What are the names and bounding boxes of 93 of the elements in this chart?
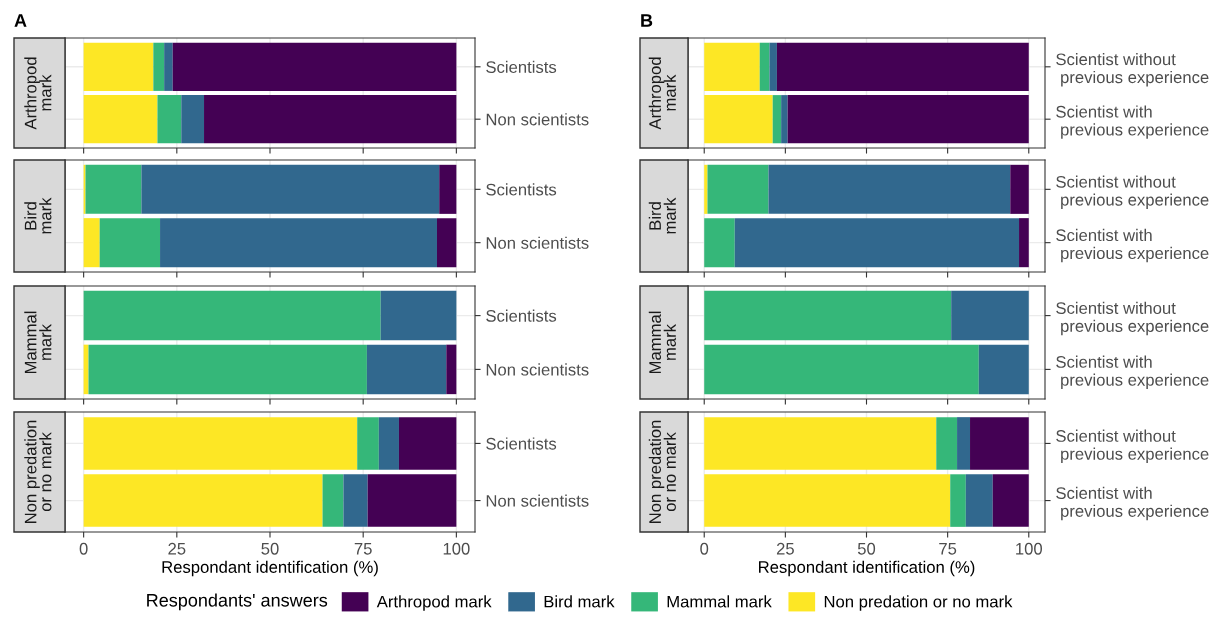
y-tick-label: Non scientists — [486, 113, 589, 126]
bar — [436, 218, 457, 268]
chart-title: A — [14, 14, 27, 27]
y-tick-label: Non scientists — [486, 363, 589, 376]
bar — [398, 417, 457, 470]
bar — [1010, 164, 1029, 214]
y-tick-label: Scientists — [486, 437, 557, 450]
y-axis-title: Mammal mark — [648, 311, 676, 374]
bar — [83, 218, 100, 268]
bar — [181, 95, 205, 144]
bar — [343, 474, 368, 527]
x-tick-label: 25 — [776, 542, 794, 555]
x-tick-label: 50 — [857, 542, 876, 555]
y-tick-label: Scientist with previous experience — [1056, 486, 1209, 521]
bar — [787, 95, 1029, 144]
y-axis-title: Non predation or no mark — [648, 420, 676, 523]
bar — [380, 290, 457, 341]
x-tick-label: 50 — [261, 542, 279, 555]
y-tick-label: Scientist with previous experience — [1056, 105, 1209, 139]
y-tick-label: Scientist with previous experience — [1056, 355, 1209, 390]
y-axis-title: Non predation or no mark — [24, 420, 52, 523]
bar — [957, 417, 971, 470]
bar — [704, 95, 773, 144]
y-tick-label: Non scientists — [486, 236, 589, 249]
bar — [704, 417, 937, 470]
bar — [164, 42, 173, 91]
bar — [153, 42, 165, 91]
y-tick-label: Scientist without previous experience — [1056, 175, 1209, 210]
legend-label: Arthropod mark — [376, 595, 492, 611]
bar — [769, 42, 777, 91]
bar — [704, 218, 735, 268]
x-tick-label: 0 — [79, 542, 88, 555]
bar — [704, 474, 951, 527]
bar — [83, 42, 154, 91]
legend-label: Bird mark — [544, 595, 615, 608]
bar — [936, 417, 958, 470]
bar — [99, 218, 161, 268]
bar — [367, 474, 457, 527]
bar — [776, 42, 1029, 91]
x-tick-label: 100 — [1016, 542, 1043, 555]
bar — [759, 42, 770, 91]
bar — [970, 417, 1029, 470]
bar — [83, 290, 381, 341]
bar — [704, 164, 708, 214]
bar — [322, 474, 344, 527]
x-tick-label: 100 — [443, 542, 470, 555]
bar — [204, 95, 457, 144]
y-axis-title: Bird mark — [24, 197, 52, 234]
y-tick-label: Scientists — [486, 309, 557, 322]
x-axis-title: Respondant identification (%) — [759, 560, 975, 577]
bar — [950, 474, 966, 527]
bar — [772, 95, 782, 144]
y-tick-label: Scientist without previous experience — [1056, 429, 1209, 464]
chart-title: B — [641, 14, 653, 27]
y-tick-label: Scientist with previous experience — [1056, 228, 1209, 263]
bar — [172, 42, 457, 91]
bar — [992, 474, 1029, 527]
x-tick-label: 75 — [939, 543, 957, 555]
y-axis-title: Bird mark — [648, 197, 676, 234]
bar — [781, 95, 788, 144]
bar — [88, 344, 367, 395]
bar — [157, 95, 182, 144]
bar — [439, 164, 457, 214]
x-tick-label: 0 — [700, 542, 709, 555]
bar — [366, 344, 447, 395]
bar — [357, 417, 379, 470]
bar — [141, 164, 440, 214]
x-tick-label: 25 — [168, 542, 186, 555]
y-tick-label: Scientist without previous experience — [1056, 301, 1209, 336]
y-tick-label: Scientists — [486, 183, 557, 196]
legend-title: Respondants' answers — [147, 593, 328, 611]
x-tick-label: 75 — [354, 543, 372, 555]
legend-label: Non predation or no mark — [824, 595, 1013, 611]
y-tick-label: Scientist without previous experience — [1056, 53, 1209, 87]
legend-label: Mammal mark — [667, 595, 772, 608]
bar — [160, 218, 437, 268]
bar — [965, 474, 993, 527]
bar — [83, 474, 323, 527]
bar — [707, 164, 769, 214]
bar — [83, 95, 158, 144]
bar — [1019, 218, 1029, 268]
bar — [704, 42, 760, 91]
y-axis-title: Arthropod mark — [648, 57, 676, 130]
bar — [85, 164, 142, 214]
bar — [378, 417, 399, 470]
bar — [446, 344, 457, 395]
y-tick-label: Non scientists — [486, 494, 589, 507]
y-axis-title: Arthropod mark — [24, 57, 52, 130]
y-tick-label: Scientists — [486, 60, 557, 74]
y-axis-title: Mammal mark — [24, 311, 52, 374]
bar — [83, 417, 358, 470]
bar — [768, 164, 1011, 214]
x-axis-title: Respondant identification (%) — [162, 560, 378, 577]
